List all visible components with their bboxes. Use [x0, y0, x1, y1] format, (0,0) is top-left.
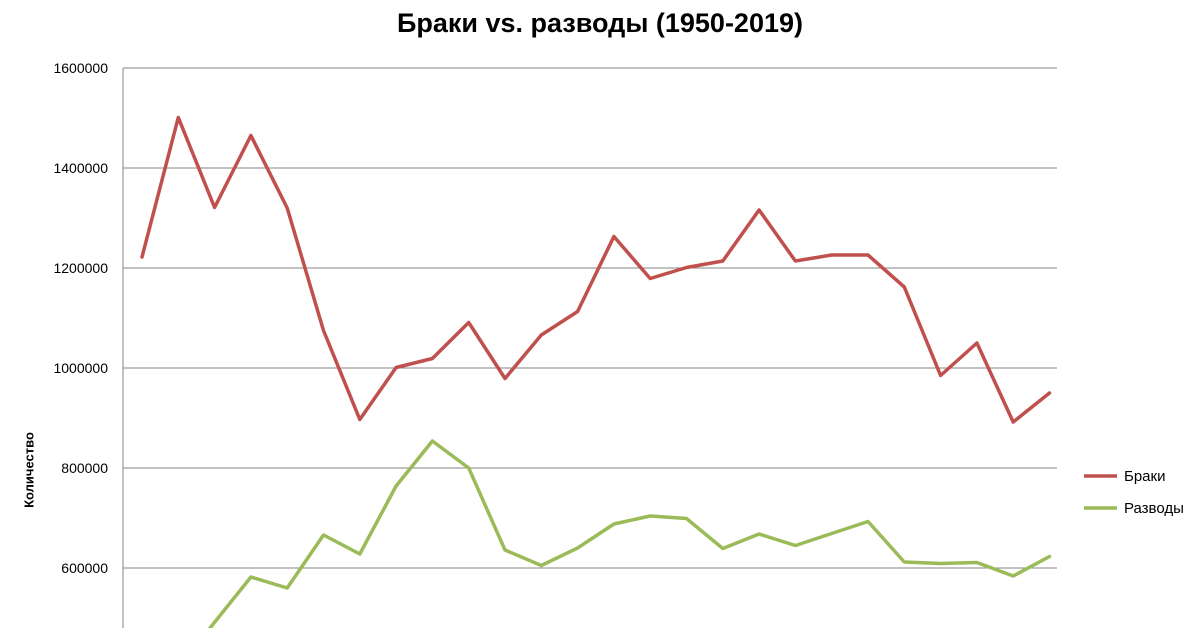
series-lines [140, 115, 1052, 628]
legend: Браки Разводы [1084, 468, 1184, 517]
y-tick-label: 800000 [61, 460, 108, 476]
legend-label-marriages: Браки [1124, 468, 1165, 485]
y-tick-label: 1600000 [53, 60, 108, 76]
series-line-divorces [207, 439, 1052, 628]
gridlines [123, 67, 1057, 569]
y-tick-label: 600000 [61, 560, 108, 576]
series-line-marriages [140, 115, 1052, 424]
legend-label-divorces: Разводы [1124, 500, 1184, 517]
y-tick-label: 1200000 [53, 260, 108, 276]
y-tick-label: 1400000 [53, 160, 108, 176]
y-tick-labels: 600000 800000 1000000 1200000 1400000 1600000 [53, 60, 108, 576]
y-tick-label: 1000000 [53, 360, 108, 376]
chart-title: Браки vs. разводы (1950-2019) [396, 8, 803, 38]
